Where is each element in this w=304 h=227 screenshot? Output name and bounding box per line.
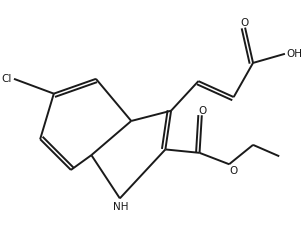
Text: O: O <box>198 105 207 115</box>
Text: O: O <box>230 165 238 175</box>
Text: Cl: Cl <box>2 74 12 84</box>
Text: O: O <box>240 18 249 28</box>
Text: NH: NH <box>113 201 128 211</box>
Text: OH: OH <box>286 49 302 59</box>
